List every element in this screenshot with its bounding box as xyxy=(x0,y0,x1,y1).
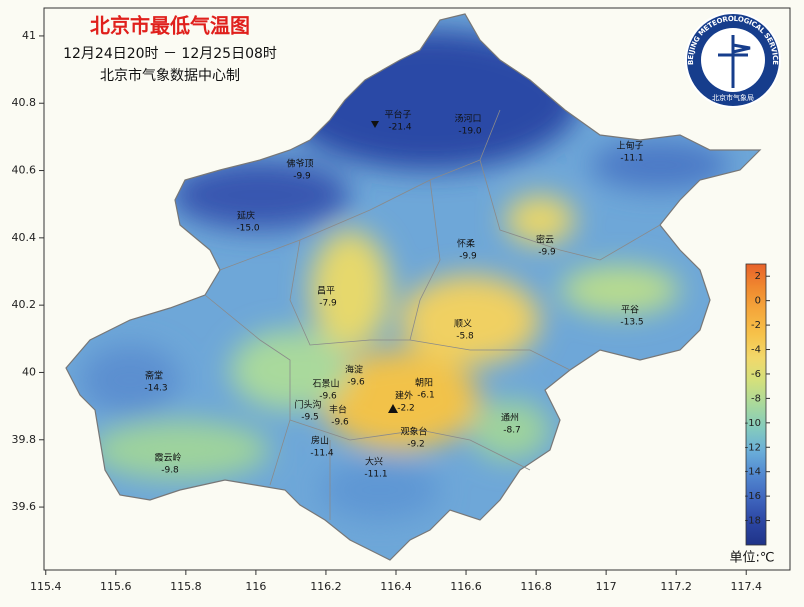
x-tick-label: 116.8 xyxy=(520,580,552,593)
station-value: -11.1 xyxy=(620,154,643,164)
x-tick-label: 116 xyxy=(245,580,266,593)
stations: 平台子 -21.4 汤河口 -19.0 佛爷顶 -9.9 上甸子 -11.1 延庆 -15.0 怀柔… xyxy=(144,109,643,480)
station-name: 密云 xyxy=(536,234,554,246)
colorbar-tick-label: -10 xyxy=(745,418,761,429)
logo: BEIJING METEOROLOGICAL SERVICE 北京市气象局 xyxy=(685,12,781,108)
station-value: -9.6 xyxy=(331,418,349,428)
station-name: 平台子 xyxy=(384,109,411,121)
x-tick-label: 117.4 xyxy=(730,580,762,593)
colorbar-tick-label: -14 xyxy=(745,467,761,478)
station-name: 朝阳 xyxy=(415,378,433,389)
station-value: -13.5 xyxy=(620,318,643,328)
station-name: 通州 xyxy=(501,413,519,424)
station-value: -9.9 xyxy=(293,172,311,182)
x-tick-label: 116.2 xyxy=(310,580,342,593)
station-value: -9.6 xyxy=(319,392,337,402)
axes: 115.4 115.6 115.8 116 116.2 116.4 116.6 116.8 11… xyxy=(12,29,762,593)
y-tick-label: 40 xyxy=(22,365,36,378)
y-tick-label: 41 xyxy=(22,29,36,42)
station-value: -6.1 xyxy=(417,391,435,401)
district-borders xyxy=(204,109,661,520)
x-tick-label: 115.8 xyxy=(170,580,202,593)
map-title: 北京市最低气温图 xyxy=(90,14,250,38)
station-value: -7.9 xyxy=(319,299,337,309)
y-tick-label: 39.6 xyxy=(12,500,37,513)
x-tick-label: 115.6 xyxy=(100,580,132,593)
station-name: 建外 xyxy=(395,390,413,402)
producer-note: 北京市气象数据中心制 xyxy=(100,67,240,84)
y-tick-label: 40.6 xyxy=(12,164,37,177)
station-value: -9.2 xyxy=(407,440,425,450)
y-tick-label: 40.4 xyxy=(12,231,37,244)
map-subtitle: 12月24日20时 － 12月25日08时 xyxy=(63,46,277,62)
colorbar-tick-label: -12 xyxy=(745,442,761,453)
station-name: 霞云岭 xyxy=(154,452,181,464)
station-value: -11.1 xyxy=(364,470,387,480)
colorbar-tick-label: -6 xyxy=(751,369,761,380)
station-value: -2.2 xyxy=(397,404,415,414)
station-value: -15.0 xyxy=(236,224,260,234)
station-value: -5.8 xyxy=(456,332,474,342)
station-name: 石景山 xyxy=(312,379,339,390)
x-tick-label: 117 xyxy=(596,580,617,593)
station-value: -9.5 xyxy=(301,413,319,423)
station-name: 平谷 xyxy=(621,305,639,316)
colorbar-tick-label: 0 xyxy=(755,296,761,307)
colorbar-tick-label: -8 xyxy=(751,393,761,404)
colorbar-tick-label: -18 xyxy=(745,516,761,527)
station-name: 汤河口 xyxy=(454,113,481,125)
x-tick-label: 116.6 xyxy=(450,580,482,593)
x-tick-label: 115.4 xyxy=(30,580,62,593)
colorbar-tick-label: -2 xyxy=(751,320,761,331)
y-tick-label: 40.8 xyxy=(12,96,37,109)
station-value: -14.3 xyxy=(144,384,167,394)
station-name: 房山 xyxy=(311,435,329,447)
colorbar-tick-label: -16 xyxy=(745,491,761,502)
station-value: -11.4 xyxy=(310,449,334,459)
station-name: 怀柔 xyxy=(457,238,475,250)
station-value: -9.9 xyxy=(538,248,556,258)
x-tick-label: 116.4 xyxy=(380,580,412,593)
colorbar-tick-label: -4 xyxy=(751,345,761,356)
y-tick-label: 40.2 xyxy=(12,298,37,311)
colorbar: 2 0 -2 -4 -6 -8 -10 -12 -14 -16 -18 xyxy=(745,263,770,546)
station-value: -21.4 xyxy=(388,123,412,133)
station-value: -9.8 xyxy=(161,466,179,476)
colorbar-tick-label: 2 xyxy=(755,271,761,282)
station-name: 大兴 xyxy=(365,456,383,468)
station-marker xyxy=(388,404,398,413)
unit-label: 单位:℃ xyxy=(730,551,775,566)
station-name: 门头沟 xyxy=(294,399,321,411)
station-name: 海淀 xyxy=(345,364,363,376)
station-name: 观象台 xyxy=(400,426,427,438)
station-value: -8.7 xyxy=(503,426,521,436)
station-value: -19.0 xyxy=(458,127,482,137)
station-name: 丰台 xyxy=(329,404,347,416)
station-name: 斋堂 xyxy=(145,370,163,382)
logo-text-cn: 北京市气象局 xyxy=(712,93,754,102)
colorbar-scale xyxy=(745,263,767,546)
station-name: 佛爷顶 xyxy=(286,158,313,170)
station-name: 顺义 xyxy=(454,319,472,330)
station-name: 延庆 xyxy=(237,210,255,222)
station-value: -9.9 xyxy=(459,252,477,262)
station-value: -9.6 xyxy=(347,378,365,388)
station-name: 昌平 xyxy=(317,286,335,297)
x-tick-label: 117.2 xyxy=(660,580,692,593)
y-tick-label: 39.8 xyxy=(12,433,37,446)
station-marker xyxy=(371,121,379,128)
station-name: 上甸子 xyxy=(616,140,643,152)
